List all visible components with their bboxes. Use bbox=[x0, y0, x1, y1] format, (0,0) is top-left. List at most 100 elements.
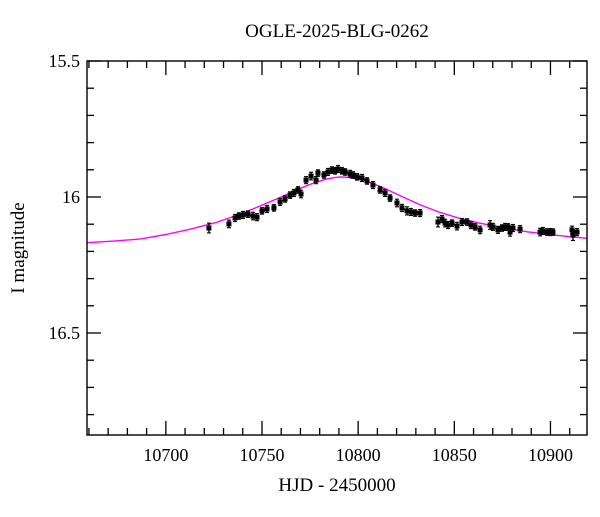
data-point bbox=[387, 194, 393, 202]
data-marker bbox=[502, 224, 508, 230]
y-axis-label: I magnitude bbox=[8, 202, 29, 293]
data-marker bbox=[412, 210, 418, 216]
data-marker bbox=[570, 232, 576, 238]
data-marker bbox=[236, 213, 242, 219]
x-tick-label: 10850 bbox=[432, 445, 477, 465]
data-point bbox=[472, 223, 478, 231]
data-marker bbox=[347, 171, 353, 177]
data-point bbox=[287, 191, 293, 199]
data-marker bbox=[490, 224, 496, 230]
data-point bbox=[236, 212, 242, 220]
data-marker bbox=[250, 213, 256, 219]
data-point bbox=[325, 167, 331, 177]
data-point bbox=[435, 216, 441, 228]
data-point bbox=[359, 173, 365, 183]
data-marker bbox=[226, 221, 232, 227]
data-point bbox=[354, 173, 360, 181]
data-marker bbox=[313, 177, 319, 183]
data-point bbox=[303, 176, 309, 185]
data-point bbox=[495, 225, 501, 234]
data-point bbox=[449, 219, 455, 227]
data-marker bbox=[308, 173, 314, 179]
data-point bbox=[517, 225, 523, 234]
data-marker bbox=[245, 211, 251, 217]
data-point bbox=[245, 210, 251, 218]
data-point bbox=[364, 177, 370, 185]
axis-ticks bbox=[87, 60, 587, 435]
data-marker bbox=[342, 169, 348, 175]
data-marker bbox=[537, 229, 543, 235]
data-marker bbox=[303, 177, 309, 183]
data-marker bbox=[445, 222, 451, 228]
data-point bbox=[206, 222, 212, 234]
data-marker bbox=[544, 229, 550, 235]
data-marker bbox=[404, 208, 410, 214]
data-marker bbox=[507, 229, 513, 235]
data-marker bbox=[382, 190, 388, 196]
data-marker bbox=[264, 206, 270, 212]
data-marker bbox=[417, 210, 423, 216]
x-tick-label: 10700 bbox=[143, 445, 188, 465]
plot-title: OGLE-2025-BLG-0262 bbox=[245, 21, 429, 42]
data-point bbox=[232, 213, 238, 223]
data-point bbox=[404, 206, 410, 216]
data-marker bbox=[329, 167, 335, 173]
data-point bbox=[240, 210, 246, 220]
data-point bbox=[394, 198, 400, 208]
data-marker bbox=[468, 222, 474, 228]
data-marker bbox=[271, 205, 277, 211]
data-point bbox=[315, 169, 321, 177]
data-marker bbox=[499, 225, 505, 231]
data-marker bbox=[574, 229, 580, 235]
data-marker bbox=[291, 190, 297, 196]
data-point bbox=[490, 222, 496, 232]
data-marker bbox=[332, 168, 338, 174]
data-point bbox=[445, 220, 451, 230]
data-point bbox=[459, 217, 465, 227]
data-point bbox=[298, 189, 304, 199]
data-marker bbox=[505, 224, 511, 230]
y-tick-label: 16.5 bbox=[49, 323, 81, 343]
data-marker bbox=[277, 199, 283, 205]
data-point bbox=[442, 218, 448, 228]
data-point bbox=[454, 221, 460, 231]
data-point bbox=[382, 188, 388, 198]
data-marker bbox=[335, 166, 341, 172]
data-point bbox=[550, 228, 556, 236]
data-point bbox=[291, 188, 297, 198]
data-point bbox=[370, 180, 376, 190]
data-point bbox=[417, 208, 423, 218]
data-point bbox=[408, 207, 414, 217]
data-marker bbox=[435, 219, 441, 225]
data-point bbox=[477, 225, 483, 235]
data-marker bbox=[370, 182, 376, 188]
data-marker bbox=[298, 191, 304, 197]
data-marker bbox=[232, 215, 238, 221]
data-point bbox=[399, 203, 405, 212]
data-point bbox=[250, 211, 256, 221]
data-marker bbox=[394, 200, 400, 206]
data-marker bbox=[321, 172, 327, 178]
data-point bbox=[412, 209, 418, 217]
data-point bbox=[282, 195, 288, 203]
data-point bbox=[540, 226, 546, 236]
data-point bbox=[271, 204, 277, 212]
data-marker bbox=[517, 226, 523, 232]
data-marker bbox=[206, 225, 212, 231]
data-point bbox=[277, 197, 283, 206]
data-point bbox=[377, 186, 383, 194]
data-marker bbox=[547, 229, 553, 235]
data-point bbox=[308, 171, 314, 181]
x-tick-label: 10800 bbox=[336, 445, 381, 465]
data-marker bbox=[339, 168, 345, 174]
data-point bbox=[537, 227, 543, 237]
data-marker bbox=[259, 208, 265, 214]
data-marker bbox=[487, 222, 493, 228]
data-point bbox=[321, 171, 327, 179]
data-marker bbox=[459, 219, 465, 225]
data-point bbox=[335, 164, 341, 174]
data-point bbox=[510, 223, 516, 233]
data-points-layer bbox=[206, 164, 580, 242]
